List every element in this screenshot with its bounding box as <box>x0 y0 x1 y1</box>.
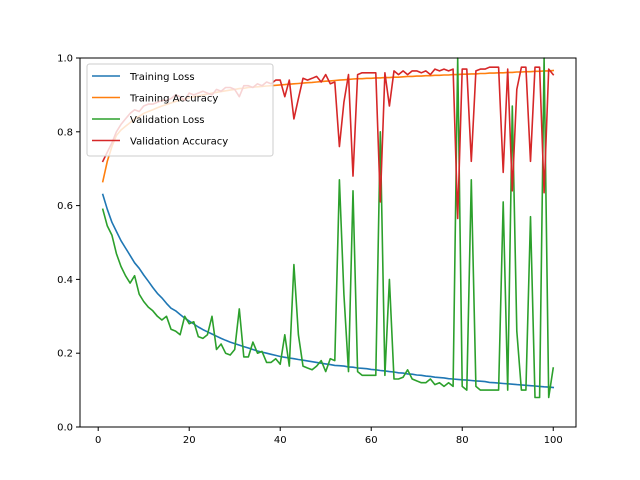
y-tick-label: 0.4 <box>57 275 73 286</box>
x-tick-label: 60 <box>365 435 378 446</box>
x-tick-label: 100 <box>544 435 563 446</box>
legend-box <box>86 63 274 157</box>
legend-label: Training Accuracy <box>129 94 218 105</box>
legend: Training Loss Training Accuracy Validation… <box>86 63 274 157</box>
axes-border <box>79 57 577 428</box>
legend-label: Validation Loss <box>130 115 205 126</box>
y-tick-label: 0.2 <box>57 349 73 360</box>
series-line-validation-loss <box>101 57 555 399</box>
x-tick-label: 40 <box>274 435 287 446</box>
x-tick-label: 80 <box>456 435 469 446</box>
axes-spines <box>79 57 577 428</box>
legend-label: Validation Accuracy <box>130 137 228 148</box>
x-axis: 0 20 40 60 80 100 <box>95 427 563 446</box>
y-axis: 0.0 0.2 0.4 0.6 0.8 1.0 <box>57 54 80 434</box>
legend-label: Training Loss <box>129 72 195 83</box>
y-tick-label: 0.8 <box>57 127 73 138</box>
y-tick-label: 0.6 <box>57 201 73 212</box>
x-tick-label: 20 <box>183 435 196 446</box>
y-tick-label: 1.0 <box>57 54 73 65</box>
y-tick-label: 0.0 <box>57 423 73 434</box>
x-tick-label: 0 <box>95 435 101 446</box>
